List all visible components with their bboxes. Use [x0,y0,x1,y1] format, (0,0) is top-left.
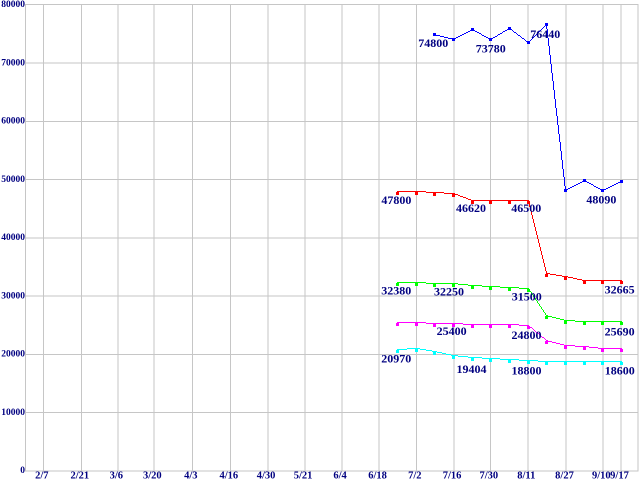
svg-text:4/30: 4/30 [257,471,276,480]
svg-text:70000: 70000 [1,58,25,68]
svg-text:20000: 20000 [1,350,25,360]
svg-text:48090: 48090 [586,192,616,206]
svg-text:0: 0 [20,466,25,476]
svg-text:18600: 18600 [605,364,635,378]
svg-text:8/27: 8/27 [555,471,574,480]
svg-text:4/3: 4/3 [184,471,197,480]
svg-text:46500: 46500 [511,201,541,215]
svg-text:9/17: 9/17 [610,471,629,480]
svg-text:60000: 60000 [1,117,25,127]
svg-text:9/10: 9/10 [592,471,611,480]
svg-text:50000: 50000 [1,175,25,185]
svg-text:32380: 32380 [381,284,411,298]
svg-text:40000: 40000 [1,233,25,243]
svg-text:3/6: 3/6 [110,471,123,480]
svg-text:32665: 32665 [605,283,635,297]
svg-text:3/20: 3/20 [143,471,162,480]
svg-text:4/16: 4/16 [219,471,238,480]
svg-text:19404: 19404 [457,362,487,376]
svg-text:20970: 20970 [381,352,411,366]
svg-text:32250: 32250 [434,284,464,298]
svg-text:8/11: 8/11 [517,471,535,480]
svg-text:2/21: 2/21 [70,471,89,480]
svg-text:80000: 80000 [1,0,25,10]
svg-text:18800: 18800 [512,364,542,378]
svg-text:7/16: 7/16 [443,471,462,480]
svg-text:25400: 25400 [437,324,467,338]
svg-text:73780: 73780 [476,41,506,55]
svg-text:46620: 46620 [456,201,486,215]
svg-text:7/30: 7/30 [479,471,498,480]
svg-text:30000: 30000 [1,291,25,301]
svg-text:74800: 74800 [418,36,448,50]
svg-text:10000: 10000 [1,408,25,418]
svg-text:25690: 25690 [605,325,635,339]
svg-text:6/18: 6/18 [368,471,387,480]
svg-text:31500: 31500 [512,289,542,303]
svg-text:2/7: 2/7 [35,471,48,480]
svg-text:6/4: 6/4 [333,471,347,480]
svg-text:47800: 47800 [381,193,411,207]
svg-text:7/2: 7/2 [408,471,421,480]
svg-text:76440: 76440 [530,27,560,41]
svg-text:5/21: 5/21 [294,471,313,480]
svg-text:24800: 24800 [512,328,542,342]
